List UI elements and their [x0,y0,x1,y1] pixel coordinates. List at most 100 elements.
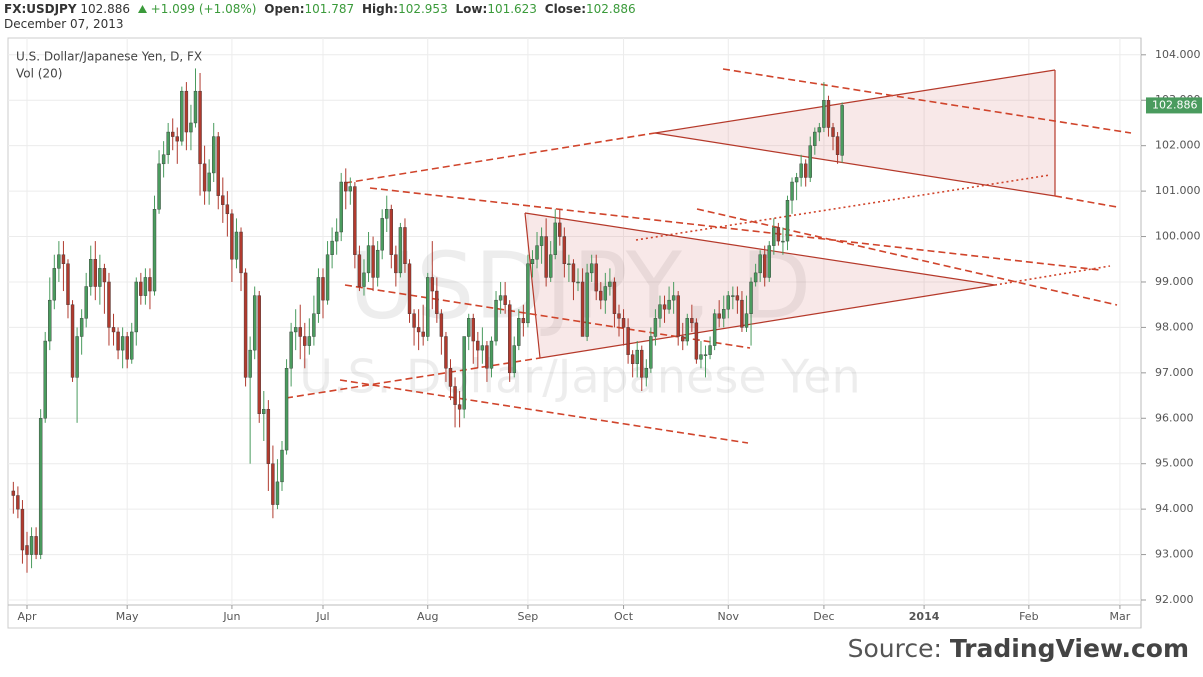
candle-body [25,545,29,555]
candle-body [562,236,567,265]
candle-body [608,281,612,287]
candle-body [749,281,753,314]
candle-body [517,318,521,346]
candle-body [93,259,98,287]
candle-body [316,277,321,314]
candle-body [526,263,530,324]
candle-body [494,299,498,342]
source-label: Source: [847,634,942,663]
candle-body [334,231,339,242]
candle-body [221,195,225,205]
candle-body [248,349,252,378]
trend-line [344,132,656,184]
candle-body [444,336,448,369]
candle-body [758,254,762,274]
candle-body [166,131,170,155]
watermark-subtitle: U.S. Dollar/Japanese Yen [299,350,860,404]
candle-body [353,186,357,255]
stat-label: Close: [544,2,587,16]
candle-body [380,218,384,251]
chart-title: U.S. Dollar/Japanese Yen, D, FX [16,50,202,64]
candle-body [43,340,47,419]
y-tick-label: 101.000 [1155,184,1201,197]
y-tick-label: 97.000 [1155,366,1194,379]
candle-body [508,304,512,374]
candle-body [79,318,84,337]
candle-body [407,263,412,314]
x-tick-label: 2014 [909,610,940,623]
candle-body [339,181,343,233]
candle-body [120,336,125,351]
source: TradingView.com [949,634,1189,663]
candle-body [357,254,362,287]
candle-body [89,259,93,287]
candle-body [476,340,480,351]
candle-body [289,331,293,369]
candle-body [298,327,302,337]
candle-body [52,268,57,301]
candle-body [271,463,275,505]
x-tick-label: Jul [315,610,329,623]
candle-body [471,318,475,342]
candle-body [621,318,626,328]
candle-body [589,263,594,274]
trend-line [696,208,1118,306]
candle-body [171,131,175,137]
candle-body [398,227,403,274]
stat-value: 102.953 [398,2,448,16]
x-tick-label: Oct [614,610,634,623]
candle-body [767,245,771,278]
candle-body [252,295,257,351]
candle-body [280,449,284,483]
candle-body [462,336,466,410]
y-tick-label: 98.000 [1155,320,1194,333]
y-tick-label: 96.000 [1155,411,1194,424]
candle-body [603,286,608,301]
candle-body [503,295,507,305]
candle-body [198,90,202,165]
candle-body [448,368,453,387]
stat-label: Open: [264,2,305,16]
candle-body [457,404,462,410]
last-price-box [1146,97,1202,114]
x-tick-label: Jun [222,610,240,623]
candle-body [362,272,366,287]
candle-body [216,136,220,196]
candle-body [375,249,380,278]
candle-body [653,318,658,337]
candle-body [530,259,535,265]
x-tick-label: Dec [813,610,834,623]
last-price-label: 102.886 [1152,98,1198,111]
x-tick-label: May [116,610,139,623]
candle-body [130,331,134,360]
trend-line [339,379,749,444]
candle-body [681,336,685,342]
candle-body [640,349,644,378]
candle-body [184,90,189,133]
candle-body [685,318,689,342]
candle-body [594,263,598,292]
candle-body [785,199,790,242]
trend-line [654,132,1056,197]
candle-body [262,408,266,414]
candle-body [412,313,416,328]
candle-body [230,213,234,260]
trend-line [1054,195,1118,208]
candle-body [662,304,667,310]
candle-body [535,245,539,260]
candle-body [107,281,111,328]
candle-body [139,281,143,296]
candles [11,68,844,573]
x-tick-label: Nov [718,610,740,623]
candle-body [116,331,120,351]
candle-body [489,340,494,369]
candle-body [48,299,52,342]
candle-body [426,277,430,337]
candle-body [548,254,553,278]
candle-body [667,299,671,310]
change: +1.099 (+1.08%) [150,2,257,16]
candle-body [485,345,489,369]
candle-body [635,349,639,364]
candle-body [799,163,803,178]
candle-body [75,336,79,378]
